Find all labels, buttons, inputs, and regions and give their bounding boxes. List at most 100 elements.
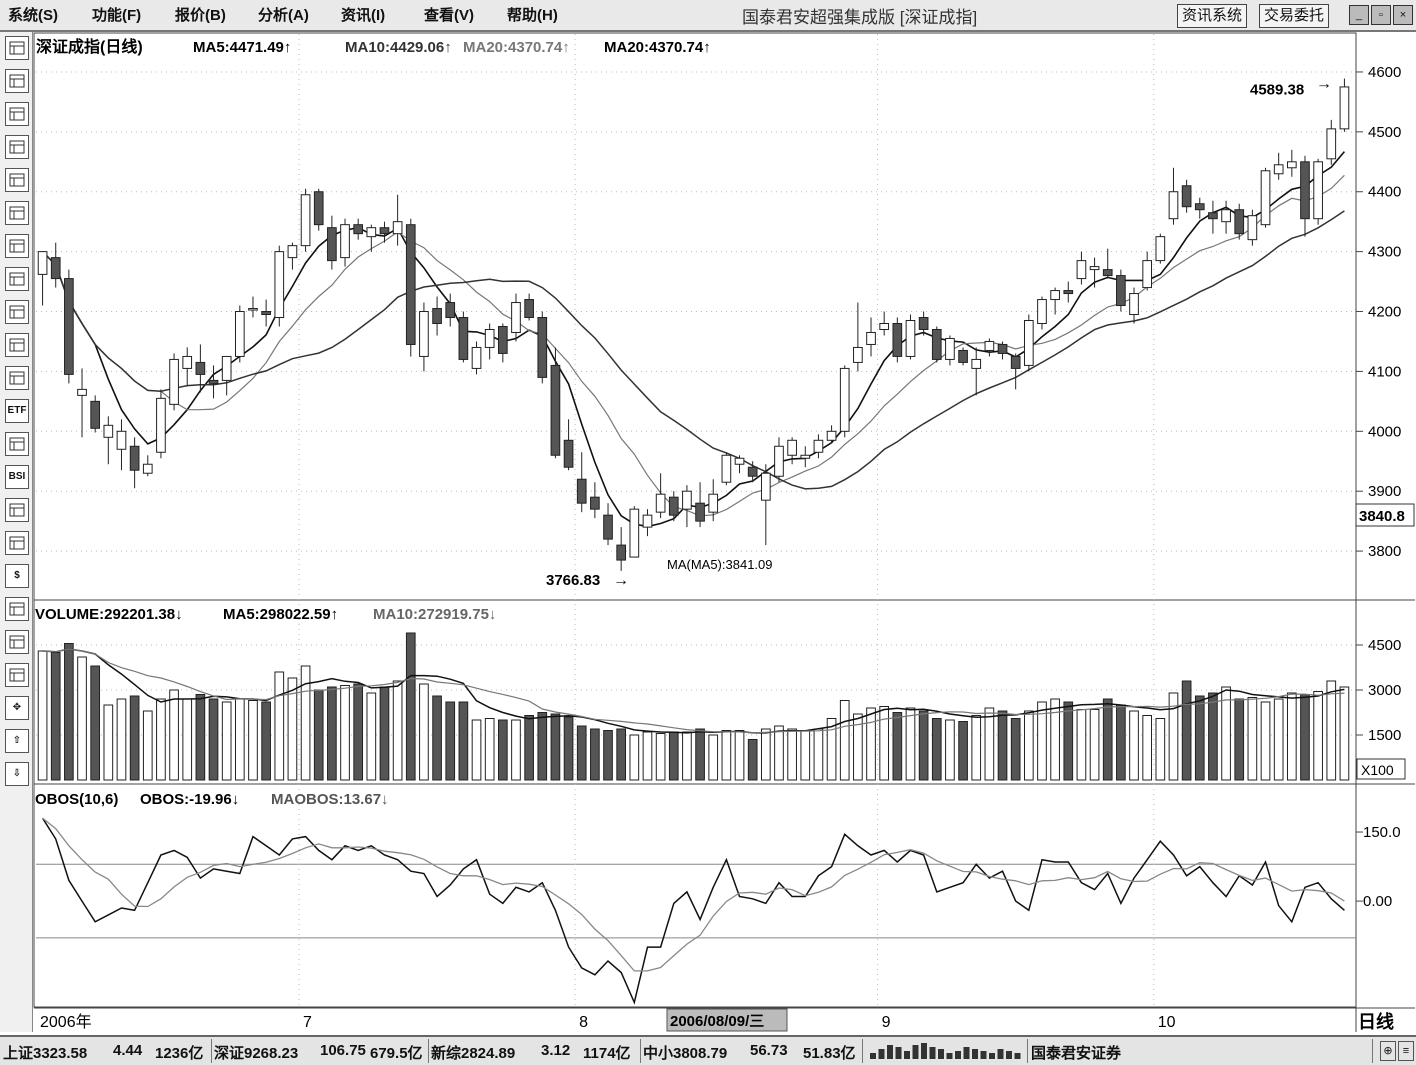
mail-icon[interactable] — [5, 267, 29, 291]
trade-button[interactable]: 交易委托 — [1259, 4, 1330, 28]
price-tick-label: 4200 — [1368, 304, 1401, 321]
sh-index[interactable]: 上证3323.58 — [3, 1045, 88, 1062]
candle — [695, 482, 705, 528]
volume-bar — [931, 718, 942, 781]
export-icon[interactable] — [5, 630, 29, 654]
volume-bar — [853, 713, 863, 781]
candle-body — [248, 308, 258, 311]
volume-bar — [918, 710, 929, 781]
app-title: 国泰君安超强集成版 [深证成指] — [742, 8, 978, 27]
candle — [287, 242, 298, 270]
zx-index[interactable]: 中小3808.79 — [643, 1045, 728, 1062]
volume-bar — [1129, 710, 1139, 781]
maobos-line — [42, 817, 1345, 972]
candle-body — [511, 302, 521, 333]
volume-bar — [603, 730, 613, 781]
move-icon[interactable]: ✥ — [5, 696, 29, 720]
volume-bar — [774, 725, 784, 781]
candle-body — [1023, 320, 1034, 366]
table-icon[interactable] — [5, 36, 29, 60]
candle — [1142, 251, 1153, 291]
volume-bar — [1089, 709, 1100, 781]
news-system-button[interactable]: 资讯系统 — [1177, 4, 1248, 28]
menu-quote[interactable]: 报价(B) — [175, 7, 226, 24]
candle — [313, 188, 324, 231]
candle — [708, 479, 719, 522]
candle — [64, 269, 74, 384]
mini-strength-bar — [938, 1049, 944, 1059]
price-tick-label: 4500 — [1368, 124, 1401, 141]
mini-strength-bar — [955, 1051, 961, 1059]
compass-icon[interactable] — [5, 333, 29, 357]
volume-bar — [1102, 698, 1113, 781]
report-icon[interactable] — [5, 201, 29, 225]
candle-body — [327, 227, 337, 262]
multi-chart-icon[interactable] — [5, 168, 29, 192]
kline-icon[interactable] — [5, 135, 29, 159]
candle — [853, 302, 863, 372]
mini-strength-bar — [963, 1047, 970, 1059]
etf-icon[interactable]: ETF — [5, 399, 29, 423]
candle-body — [668, 496, 679, 516]
volume-bar — [813, 728, 824, 781]
close-button[interactable]: × — [1393, 5, 1413, 25]
candle-body — [1194, 203, 1205, 211]
filter-icon[interactable] — [5, 498, 29, 522]
f10-icon[interactable] — [5, 234, 29, 258]
candle-body — [1313, 161, 1323, 220]
candle — [1234, 203, 1245, 240]
pen-tool-icon[interactable] — [5, 597, 29, 621]
candle — [1063, 281, 1074, 303]
dollar-icon[interactable]: $ — [5, 564, 29, 588]
candle-body — [313, 191, 324, 226]
wave-icon[interactable] — [5, 432, 29, 456]
menu-view[interactable]: 查看(V) — [424, 7, 474, 24]
sz-index[interactable]: 深证9268.23 — [214, 1045, 299, 1062]
candle — [603, 503, 613, 546]
candle — [839, 365, 850, 438]
menu-help[interactable]: 帮助(H) — [507, 7, 558, 24]
volume-bar — [760, 728, 771, 781]
ma20-readout-2: MA20:4370.74↑ — [604, 39, 711, 56]
candle-body — [1300, 161, 1310, 220]
cursor-date-label: 2006/08/09/三 — [670, 1013, 764, 1030]
candle — [1116, 269, 1126, 312]
volume-bar — [116, 698, 127, 781]
restore-button[interactable]: ▫ — [1371, 5, 1391, 25]
xz-index[interactable]: 新综2824.89 — [431, 1045, 516, 1062]
candle-body — [287, 245, 298, 259]
candle-body — [1260, 170, 1271, 226]
candle-body — [997, 343, 1008, 354]
group-icon[interactable] — [5, 300, 29, 324]
list-icon[interactable] — [5, 69, 29, 93]
search-icon[interactable] — [5, 366, 29, 390]
volume-bar — [590, 728, 600, 781]
volume-bar — [1300, 694, 1310, 781]
price-panel-title: 深证成指(日线) — [36, 37, 143, 56]
current-price-label: 3840.8 — [1359, 508, 1405, 525]
lock-icon[interactable]: ⊕ — [1380, 1041, 1396, 1061]
candle — [1102, 248, 1113, 279]
candle-body — [1339, 86, 1350, 130]
down-arrow-icon[interactable]: ⇩ — [5, 762, 29, 786]
kline-chart[interactable]: 4600 4500 4400 4300 4200 4100 4000 3900 3800 4500… — [33, 32, 1416, 1035]
menu-system[interactable]: 系统(S) — [8, 7, 58, 24]
up-arrow-icon[interactable]: ⇧ — [5, 729, 29, 753]
bsi-icon[interactable]: BSI — [5, 465, 29, 489]
minimize-button[interactable]: _ — [1349, 5, 1369, 25]
candle-body — [629, 508, 640, 558]
candle-body — [1050, 290, 1060, 301]
volume-bar — [1023, 710, 1034, 781]
menu-function[interactable]: 功能(F) — [92, 7, 142, 24]
settings-icon[interactable]: ≡ — [1398, 1041, 1414, 1061]
volume-bar — [379, 686, 390, 781]
grid-icon[interactable] — [5, 531, 29, 555]
period-label[interactable]: 日线 — [1358, 1011, 1394, 1032]
menu-analysis[interactable]: 分析(A) — [258, 7, 309, 24]
menu-news[interactable]: 资讯(I) — [341, 7, 386, 24]
maobos-readout: MAOBOS:13.67↓ — [271, 791, 389, 808]
pencil-icon[interactable] — [5, 663, 29, 687]
candle — [261, 299, 271, 327]
mini-strength-bar — [887, 1045, 893, 1059]
line-chart-icon[interactable] — [5, 102, 29, 126]
